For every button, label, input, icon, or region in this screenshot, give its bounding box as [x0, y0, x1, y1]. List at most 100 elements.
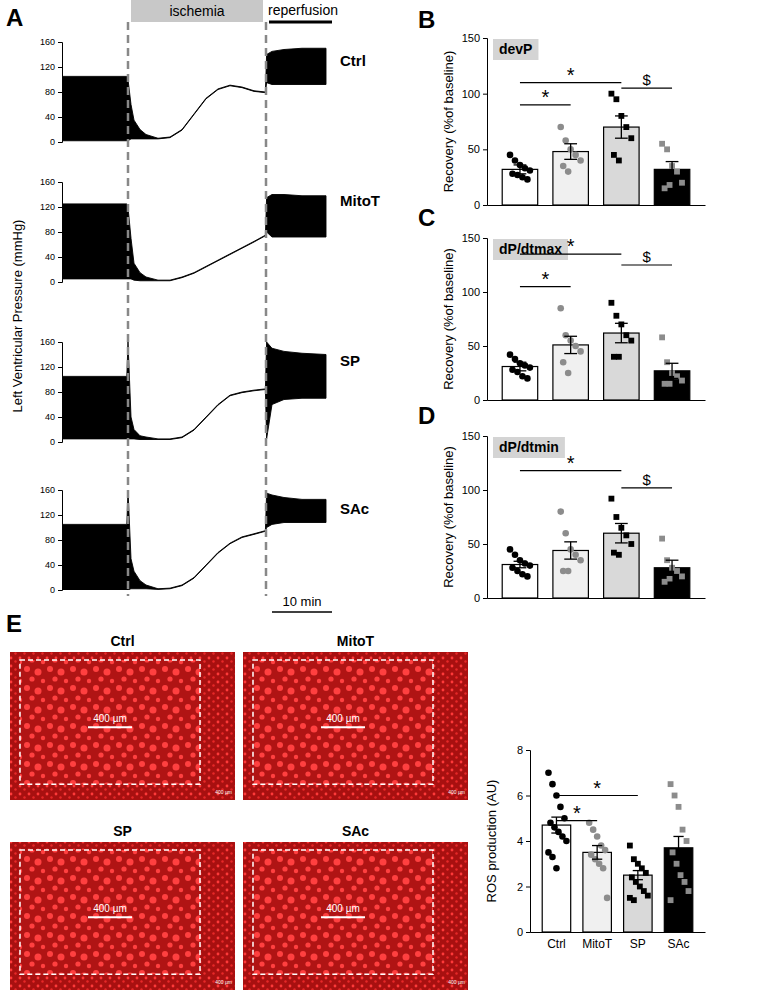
- data-point: [608, 496, 614, 502]
- data-point: [572, 552, 579, 559]
- tick-label: 8: [517, 744, 523, 756]
- data-point: [623, 124, 629, 130]
- tick: 160: [40, 337, 62, 347]
- image-scale-bar: [88, 726, 132, 728]
- tick: 160: [40, 485, 62, 495]
- data-point: [600, 865, 607, 872]
- tick-mark: [483, 544, 487, 545]
- tick: 120: [40, 510, 62, 520]
- error-line: [671, 162, 672, 178]
- axis-line: [488, 400, 706, 401]
- tick: 120: [40, 202, 62, 212]
- axis-line: [58, 43, 63, 143]
- error-line: [570, 542, 571, 559]
- data-point: [674, 861, 680, 867]
- data-point: [667, 576, 673, 582]
- panel-letter: B: [418, 6, 435, 33]
- data-point: [668, 781, 674, 787]
- image-inset: [253, 660, 433, 784]
- tick: 100: [462, 286, 487, 298]
- data-point: [562, 137, 569, 144]
- error-bar: [673, 836, 683, 859]
- error-bar: [514, 165, 527, 174]
- data-point: [527, 167, 534, 174]
- trace: [62, 490, 326, 590]
- data-point: [611, 354, 617, 360]
- error-cap: [514, 362, 527, 363]
- error-cap: [514, 370, 527, 371]
- error-cap: [592, 859, 602, 860]
- data-point: [679, 180, 685, 186]
- error-cap: [673, 836, 683, 837]
- dashed-marker: [265, 22, 268, 596]
- data-point: [678, 872, 684, 878]
- data-point: [557, 124, 564, 131]
- tick-mark: [58, 490, 62, 491]
- error-bar: [551, 817, 561, 833]
- image-scale-bar: [88, 916, 132, 918]
- error-bar: [564, 336, 577, 353]
- data-point: [608, 91, 614, 97]
- bar: [502, 367, 537, 400]
- data-point: [527, 562, 534, 569]
- tick-label: 40: [45, 112, 55, 122]
- data-point: [560, 163, 567, 170]
- error-cap: [592, 845, 602, 846]
- tick-mark: [483, 238, 487, 239]
- tick-mark: [58, 417, 62, 418]
- data-point: [590, 826, 597, 833]
- tick: 0: [50, 277, 62, 287]
- data-point: [563, 838, 570, 845]
- data-point: [659, 536, 665, 542]
- bar: [553, 345, 588, 400]
- data-point: [616, 552, 622, 558]
- title-box: [493, 39, 538, 60]
- axis-line: [58, 183, 63, 283]
- bar: [664, 848, 692, 932]
- tick-mark: [58, 182, 62, 183]
- reperfusion-bar: [269, 21, 332, 24]
- data-point: [672, 793, 678, 799]
- axis-line: [483, 39, 488, 206]
- tick: 0: [50, 585, 62, 595]
- trace: [62, 342, 326, 440]
- tick-mark: [58, 342, 62, 343]
- tick-label: 150: [462, 232, 480, 244]
- axis-line: [488, 205, 706, 206]
- error-cap: [666, 575, 679, 576]
- error-bar: [514, 362, 527, 371]
- tick-mark: [58, 67, 62, 68]
- data-point: [507, 152, 514, 159]
- data-point: [572, 343, 579, 350]
- error-cap: [633, 879, 643, 880]
- data-point: [611, 550, 617, 556]
- tick-label: 80: [45, 87, 55, 97]
- error-cap: [514, 173, 527, 174]
- tick-label: 150: [462, 32, 480, 44]
- error-line: [519, 165, 520, 174]
- error-cap: [615, 542, 628, 543]
- data-point: [631, 897, 637, 903]
- bar: [624, 875, 652, 932]
- error-bar: [564, 144, 577, 160]
- data-point: [524, 176, 531, 183]
- trace-label: Ctrl: [340, 52, 366, 69]
- error-cap: [564, 159, 577, 160]
- tick-mark: [483, 149, 487, 150]
- significance-label: *: [541, 268, 549, 290]
- significance-label: *: [567, 235, 575, 257]
- panel-letter: A: [6, 4, 23, 31]
- error-cap: [514, 164, 527, 165]
- micrograph: Ctrl400 µm400 µm: [10, 633, 235, 800]
- data-point: [613, 313, 619, 319]
- data-point: [602, 847, 609, 854]
- annotation: reperfusion: [268, 2, 338, 18]
- tick-label: 120: [40, 62, 55, 72]
- tick-label: SP: [630, 937, 646, 951]
- error-bar: [592, 846, 602, 860]
- tick-mark: [483, 205, 487, 206]
- tick-label: 0: [474, 592, 480, 604]
- error-bar: [564, 542, 577, 559]
- chart-title: devP: [499, 41, 532, 57]
- significance-label: *: [567, 64, 575, 86]
